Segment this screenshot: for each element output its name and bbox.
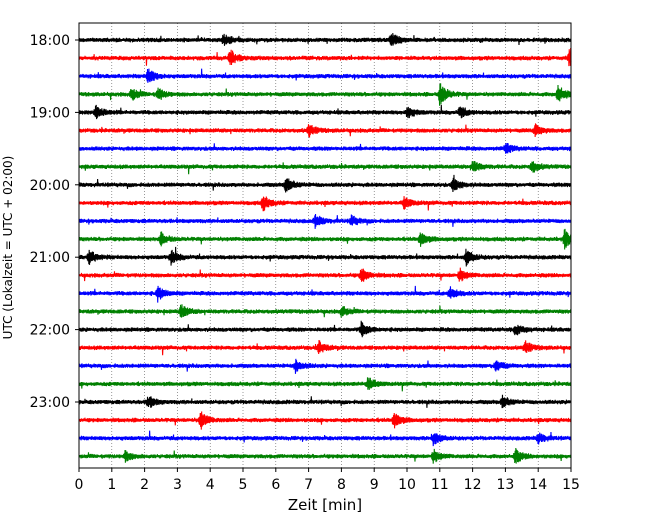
seismic-trace [78, 267, 572, 282]
seismic-trace [78, 377, 572, 392]
x-tick-label: 12 [464, 477, 482, 493]
seismic-trace [78, 33, 572, 46]
x-tick-label: 13 [496, 477, 514, 493]
seismic-trace [78, 228, 572, 250]
x-tick-label: 5 [239, 477, 248, 493]
seismic-trace [78, 447, 572, 464]
seismic-trace [78, 123, 572, 138]
seismic-trace [78, 161, 572, 175]
x-tick-label: 6 [271, 477, 280, 493]
seismic-trace [78, 83, 572, 106]
x-tick-label: 4 [206, 477, 215, 493]
x-tick-label: 7 [304, 477, 313, 493]
x-tick-label: 8 [337, 477, 346, 493]
y-tick-label: 21:00 [30, 250, 70, 266]
seismic-trace [78, 358, 572, 374]
seismic-traces [78, 33, 572, 464]
y-tick-label: 18:00 [30, 33, 70, 49]
x-tick-label: 11 [431, 477, 449, 493]
x-tick-label: 9 [370, 477, 379, 493]
x-tick-label: 2 [140, 477, 149, 493]
x-axis-ticks: 0 1 2 3 4 5 6 7 8 9 10 11 12 13 14 15 [75, 468, 580, 493]
y-tick-label: 19:00 [30, 105, 70, 121]
seismic-trace [78, 104, 572, 120]
x-tick-label: 3 [173, 477, 182, 493]
x-tick-label: 15 [562, 477, 580, 493]
y-tick-label: 22:00 [30, 323, 70, 339]
seismic-trace [78, 246, 572, 267]
seismic-trace [78, 411, 572, 430]
x-tick-label: 10 [398, 477, 416, 493]
x-tick-label: 14 [529, 477, 547, 493]
seismic-trace [78, 174, 572, 193]
seismic-trace [78, 47, 572, 67]
y-tick-label: 20:00 [30, 178, 70, 194]
grid-lines [111, 23, 539, 468]
x-tick-label: 0 [75, 477, 84, 493]
seismic-trace [78, 339, 572, 356]
seismic-trace [78, 196, 572, 212]
y-axis-label: UTC (Lokalzeit = UTC + 02:00) [1, 156, 15, 340]
seismic-trace [78, 285, 572, 303]
x-axis-label: Zeit [min] [288, 496, 362, 514]
seismic-trace [78, 68, 572, 83]
seismic-trace [78, 394, 572, 409]
seismic-trace [78, 430, 572, 447]
plot-frame [78, 22, 572, 469]
y-tick-label: 23:00 [30, 395, 70, 411]
seismic-trace [78, 304, 572, 318]
seismic-trace [78, 142, 572, 154]
x-tick-label: 1 [107, 477, 116, 493]
seismic-trace [78, 214, 572, 229]
seismic-trace [78, 320, 572, 338]
y-axis-ticks: 18:00 19:00 20:00 21:00 22:00 23:00 [30, 33, 79, 411]
